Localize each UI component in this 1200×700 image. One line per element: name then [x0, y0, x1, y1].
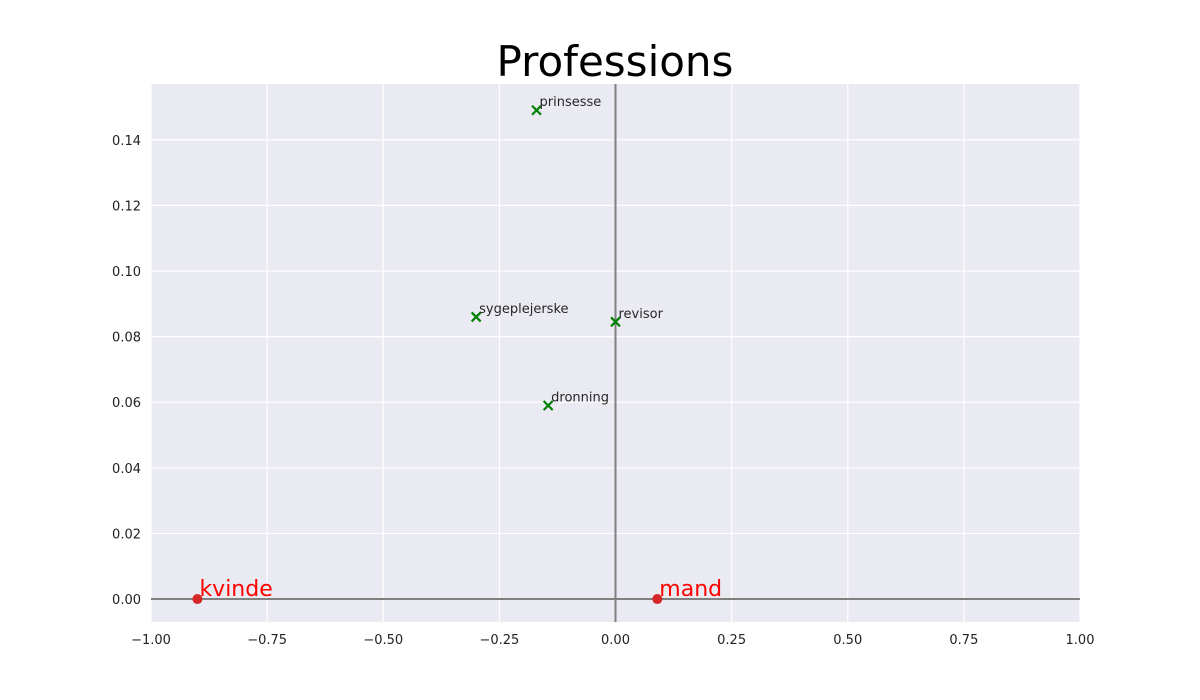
- point-label: sygeplejerske: [479, 302, 568, 317]
- point-dot-marker: [652, 594, 663, 605]
- y-tick-label: 0.10: [112, 265, 141, 280]
- y-tick-label: 0.06: [112, 396, 141, 411]
- anchor-point-label: mand: [659, 577, 722, 602]
- marker-stroke: [531, 104, 542, 116]
- y-tick-label: 0.04: [112, 462, 141, 477]
- y-tick-label: 0.08: [112, 331, 141, 346]
- marker-stroke: [610, 316, 621, 328]
- point-x-marker: [610, 316, 621, 328]
- x-tick-label: −1.00: [131, 633, 171, 648]
- marker-stroke: [470, 311, 482, 323]
- x-tick-label: 0.50: [833, 633, 862, 648]
- point-x-marker: [470, 311, 482, 323]
- zero-axes: [151, 84, 1080, 622]
- point-dot-marker: [192, 594, 203, 605]
- x-tick-label: 0.25: [717, 633, 746, 648]
- point-label: revisor: [619, 307, 664, 322]
- x-tick-label: −0.75: [247, 633, 287, 648]
- x-tick-label: −0.50: [363, 633, 403, 648]
- x-tick-label: 1.00: [1066, 633, 1095, 648]
- x-tick-label: 0.00: [601, 633, 630, 648]
- x-tick-label: −0.25: [479, 633, 519, 648]
- point-label: prinsesse: [540, 95, 602, 110]
- point-x-marker: [542, 400, 554, 411]
- y-tick-label: 0.12: [112, 199, 141, 214]
- y-tick-label: 0.02: [112, 527, 141, 542]
- y-tick-label: 0.14: [112, 134, 141, 149]
- anchor-point-label: kvinde: [199, 577, 272, 602]
- point-label: dronning: [551, 390, 609, 405]
- x-axis-ticks: −1.00 −0.75 −0.50 −0.25 0.00 0.25 0.50 0.75 1.00: [131, 633, 1094, 648]
- chart-title: Professions: [497, 37, 734, 86]
- point-x-marker: [531, 104, 542, 116]
- x-tick-label: 0.75: [949, 633, 978, 648]
- y-axis-ticks: 0.00 0.02 0.04 0.06 0.08 0.10 0.12 0.14: [112, 134, 141, 608]
- data-points: prinsesse sygeplejerske revisor dronning kvi…: [192, 95, 722, 605]
- marker-stroke: [542, 400, 554, 411]
- y-tick-label: 0.00: [112, 593, 141, 608]
